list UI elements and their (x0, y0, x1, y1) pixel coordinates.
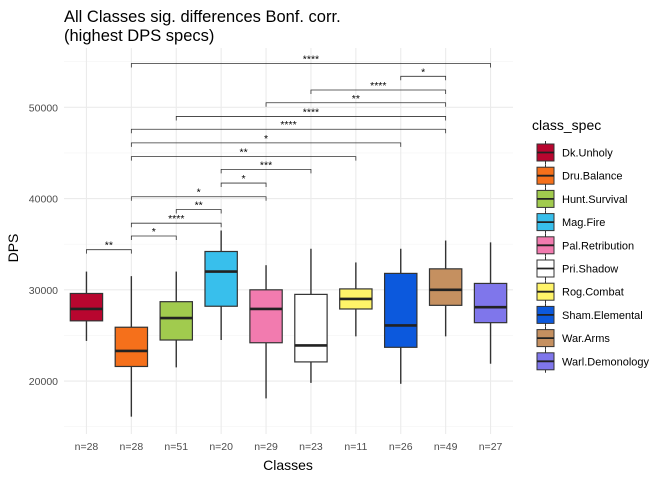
significance-bracket (175, 209, 222, 214)
legend-label: Dru.Balance (562, 171, 623, 183)
legend-label: Rog.Combat (562, 287, 624, 299)
chart-title-line-1: All Classes sig. differences Bonf. corr. (64, 8, 341, 26)
x-tick-label: n=23 (299, 441, 323, 453)
box-rog-combat (339, 262, 373, 337)
legend-label: Hunt.Survival (562, 194, 627, 206)
legend-item: Dk.Unholy (536, 141, 613, 164)
x-axis-ticks: n=28 n=28 n=51 n=20 n=29 n=23 n=11 n=26 n=49 n=27 (75, 441, 503, 453)
box-pal-retribution (249, 265, 283, 399)
legend-label: Sham.Elemental (562, 310, 643, 322)
legend-label: Warl.Demonology (562, 356, 650, 368)
significance-bracket (220, 182, 267, 188)
significance-bracket (130, 128, 447, 134)
box-pri-shadow (294, 248, 328, 383)
legend-label: Pal.Retribution (562, 240, 634, 252)
significance-label: * (242, 173, 246, 185)
y-axis-ticks: 20000 30000 40000 50000 (29, 102, 58, 388)
significance-bracket (130, 142, 402, 147)
significance-bracket (130, 156, 357, 161)
significance-label: ** (105, 240, 113, 252)
significance-label: * (264, 133, 268, 145)
x-tick-label: n=28 (75, 441, 99, 453)
y-tick-label: 30000 (29, 285, 58, 297)
x-tick-label: n=26 (389, 441, 413, 453)
significance-label: *** (260, 159, 272, 171)
y-tick-label: 20000 (29, 376, 58, 388)
legend-item: Mag.Fire (536, 210, 605, 234)
significance-label: ** (240, 147, 248, 159)
x-axis-label: Classes (263, 457, 313, 473)
legend-item: Pri.Shadow (536, 257, 618, 280)
x-tick-label: n=29 (254, 441, 278, 453)
box-body (204, 250, 238, 307)
box-body (114, 326, 149, 368)
legend-item: Pal.Retribution (536, 233, 634, 257)
significance-bracket (220, 168, 312, 174)
legend-item: War.Arms (536, 326, 610, 350)
significance-bracket (130, 235, 177, 240)
box-sham-elemental (383, 248, 418, 384)
significance-bracket (265, 102, 447, 107)
significance-label: **** (303, 106, 319, 118)
legend-item: Dru.Balance (536, 164, 623, 188)
legend-item: Hunt.Survival (536, 187, 627, 211)
significance-brackets: ************************************ (86, 54, 491, 254)
legend-item: Warl.Demonology (536, 349, 650, 373)
legend-label: Dk.Unholy (562, 148, 613, 160)
significance-label: **** (370, 80, 386, 92)
legend-item: Rog.Combat (536, 280, 624, 304)
box-body (159, 301, 194, 341)
y-tick-label: 40000 (29, 194, 58, 206)
x-tick-label: n=49 (434, 441, 458, 453)
x-tick-label: n=51 (164, 441, 188, 453)
x-tick-label: n=28 (120, 441, 144, 453)
significance-bracket (130, 222, 222, 228)
significance-label: ** (195, 200, 203, 212)
y-tick-label: 50000 (29, 102, 58, 114)
significance-label: ** (352, 93, 360, 105)
legend-title: class_spec (532, 117, 601, 133)
box-body (294, 293, 328, 363)
significance-label: **** (303, 54, 319, 66)
legend-label: Pri.Shadow (562, 264, 618, 276)
significance-bracket (86, 249, 132, 254)
significance-bracket (400, 75, 447, 81)
box-body (383, 272, 418, 348)
boxes (69, 230, 508, 417)
box-mag-fire (204, 230, 238, 341)
box-body (69, 292, 104, 322)
box-hunt-survival (159, 271, 194, 368)
box-body (249, 289, 283, 344)
legend-label: Mag.Fire (562, 217, 605, 229)
significance-label: * (421, 66, 425, 78)
y-axis-label: DPS (5, 234, 21, 263)
significance-label: **** (168, 213, 184, 225)
significance-bracket (130, 63, 491, 68)
x-tick-label: n=20 (209, 441, 233, 453)
box-body (428, 268, 463, 306)
box-body (473, 282, 508, 324)
x-tick-label: n=11 (344, 441, 367, 453)
legend-item: Sham.Elemental (536, 303, 643, 327)
legend: Dk.Unholy Dru.Balance Hunt.Survival Mag.Fir… (536, 141, 650, 373)
box-war-arms (428, 240, 463, 337)
significance-label: **** (280, 119, 296, 131)
significance-bracket (310, 89, 447, 94)
legend-label: War.Arms (562, 333, 610, 345)
significance-bracket (130, 196, 267, 201)
box-dru-balance (114, 276, 149, 417)
x-tick-label: n=27 (479, 441, 503, 453)
chart-title-line-2: (highest DPS specs) (64, 27, 214, 45)
significance-bracket (175, 116, 447, 121)
significance-label: * (152, 226, 156, 238)
box-warl-demonology (473, 242, 508, 364)
significance-label: * (197, 187, 201, 199)
box-dk-unholy (69, 271, 104, 341)
